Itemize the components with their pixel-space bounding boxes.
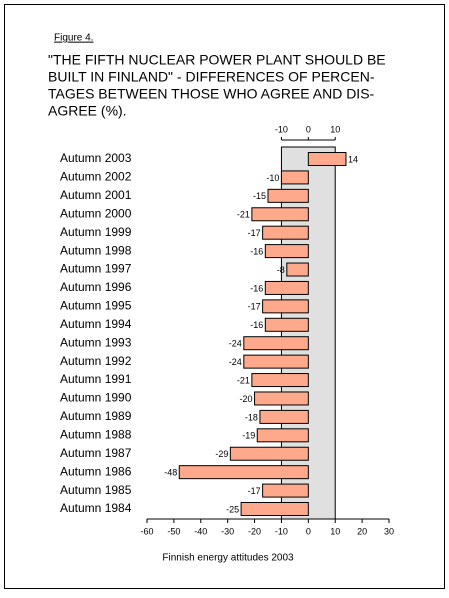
category-label: Autumn 1999 (60, 225, 132, 239)
frame (4, 4, 445, 589)
value-label: -15 (253, 191, 266, 201)
bar (240, 502, 309, 516)
category-label: Autumn 1986 (60, 464, 132, 478)
x-tick-label: 30 (384, 526, 394, 536)
value-label: -24 (229, 339, 242, 349)
value-label: -16 (250, 246, 263, 256)
value-label: -20 (240, 394, 253, 404)
category-label: Autumn 1990 (60, 391, 132, 405)
x-tick-label: -30 (221, 526, 234, 536)
value-label: -21 (237, 375, 250, 385)
value-label: -19 (242, 431, 255, 441)
category-label: Autumn 2000 (60, 206, 132, 220)
bar (243, 354, 309, 369)
value-label: -24 (229, 357, 242, 367)
bar (259, 409, 309, 424)
value-label: -17 (248, 486, 261, 496)
bar (178, 465, 309, 480)
x-tick-label: -10 (275, 526, 288, 536)
value-label: -17 (248, 302, 261, 312)
bar (307, 152, 347, 166)
value-label: -29 (215, 449, 228, 459)
bar (256, 428, 309, 443)
x-tick-label: -40 (194, 526, 207, 536)
category-label: Autumn 1996 (60, 280, 132, 294)
caption: Finnish energy attitudes 2003 (162, 553, 294, 564)
value-label: -10 (266, 173, 279, 183)
top-tick-label: -10 (275, 124, 288, 134)
value-label: 14 (348, 154, 358, 164)
category-label: Autumn 1987 (60, 446, 132, 460)
value-label: -48 (164, 468, 177, 478)
bar (286, 262, 309, 277)
value-label: -18 (245, 412, 258, 422)
x-tick-label: -20 (248, 526, 261, 536)
category-label: Autumn 2002 (60, 170, 132, 184)
value-label: -8 (277, 265, 285, 275)
top-tick-label: 10 (330, 124, 340, 134)
x-tick-label: 0 (306, 526, 311, 536)
category-label: Autumn 1984 (60, 501, 132, 515)
category-label: Autumn 1989 (60, 409, 132, 423)
x-tick-label: 20 (357, 526, 367, 536)
value-label: -17 (248, 228, 261, 238)
category-label: Autumn 1988 (60, 427, 132, 441)
chart-title: "THE FIFTH NUCLEAR POWER PLANT SHOULD BE (48, 52, 386, 68)
value-label: -25 (226, 504, 239, 514)
category-label: Autumn 1995 (60, 299, 132, 313)
bar (264, 280, 309, 295)
bar (251, 373, 309, 388)
bar (254, 391, 309, 406)
category-label: Autumn 1992 (60, 354, 132, 368)
bar (251, 207, 309, 222)
chart-title: BUILT IN FINLAND" - DIFFERENCES OF PERCE… (48, 69, 375, 85)
category-label: Autumn 1993 (60, 335, 132, 349)
value-label: -16 (250, 283, 263, 293)
x-tick-label: 10 (330, 526, 340, 536)
bar (264, 317, 309, 332)
bar (243, 336, 309, 351)
bar (280, 170, 309, 185)
category-label: Autumn 1991 (60, 372, 132, 386)
bar (229, 446, 309, 461)
x-tick-label: -50 (167, 526, 180, 536)
bar (264, 244, 309, 259)
category-label: Autumn 1997 (60, 262, 132, 276)
category-label: Autumn 2003 (60, 151, 132, 165)
category-label: Autumn 1985 (60, 483, 132, 497)
category-label: Autumn 1998 (60, 243, 132, 257)
bar (262, 483, 309, 498)
value-label: -16 (250, 320, 263, 330)
category-label: Autumn 1994 (60, 317, 132, 331)
chart-title: AGREE (%). (48, 103, 127, 119)
bar (262, 225, 309, 240)
chart-title: TAGES BETWEEN THOSE WHO AGREE AND DIS- (48, 86, 375, 102)
figure-label: Figure 4. (54, 33, 93, 44)
category-label: Autumn 2001 (60, 188, 132, 202)
top-tick-label: 0 (306, 124, 311, 134)
bar (262, 299, 309, 314)
bar (267, 188, 309, 203)
x-tick-label: -60 (140, 526, 153, 536)
value-label: -21 (237, 210, 250, 220)
